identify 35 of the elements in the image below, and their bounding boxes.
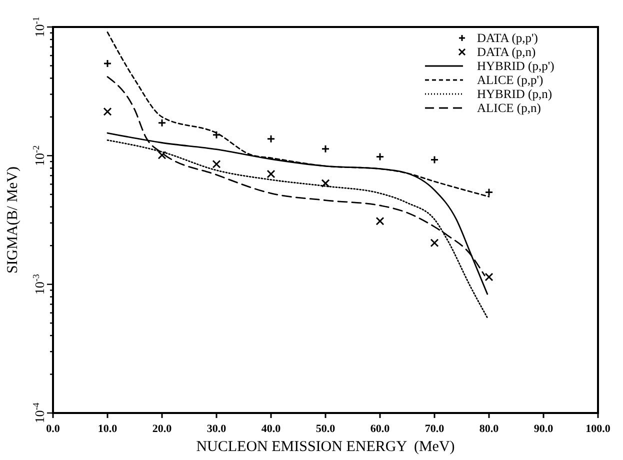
x-tick-label: 70.0 xyxy=(424,423,445,435)
x-tick-label: 30.0 xyxy=(206,423,227,435)
point xyxy=(321,179,330,188)
point xyxy=(103,59,112,68)
point xyxy=(376,152,384,162)
point xyxy=(103,107,112,116)
x-tick-label: 50.0 xyxy=(316,423,336,435)
point xyxy=(158,118,166,128)
point xyxy=(266,170,276,178)
point xyxy=(321,144,330,154)
x-tick-label: 0.0 xyxy=(46,423,60,435)
legend-label: ALICE (p,n) xyxy=(477,101,541,115)
legend-label: DATA (p,p') xyxy=(477,31,538,45)
legend-label: DATA (p,n) xyxy=(477,45,536,59)
x-tick-label: 60.0 xyxy=(370,423,390,435)
point xyxy=(484,272,494,282)
point xyxy=(430,238,439,248)
point xyxy=(212,160,221,168)
legend-label: ALICE (p,p') xyxy=(477,73,544,87)
legend-label: HYBRID (p,p') xyxy=(477,59,554,73)
point xyxy=(430,155,439,164)
point xyxy=(484,188,494,196)
x-tick-label: 80.0 xyxy=(479,423,500,435)
x-tick-label: 90.0 xyxy=(534,423,554,435)
point xyxy=(158,150,166,160)
point xyxy=(266,134,276,144)
legend-label: HYBRID (p,n) xyxy=(477,87,552,101)
x-axis-title: NUCLEON EMISSION ENERGY (MeV) xyxy=(196,439,455,455)
y-axis-title: SIGMA(B/ MeV) xyxy=(5,166,21,274)
x-tick-label: 40.0 xyxy=(261,423,282,435)
x-tick-label: 100.0 xyxy=(586,423,611,435)
point xyxy=(212,130,221,140)
x-tick-label: 20.0 xyxy=(152,423,172,435)
x-tick-label: 10.0 xyxy=(98,423,118,435)
point xyxy=(376,216,384,226)
